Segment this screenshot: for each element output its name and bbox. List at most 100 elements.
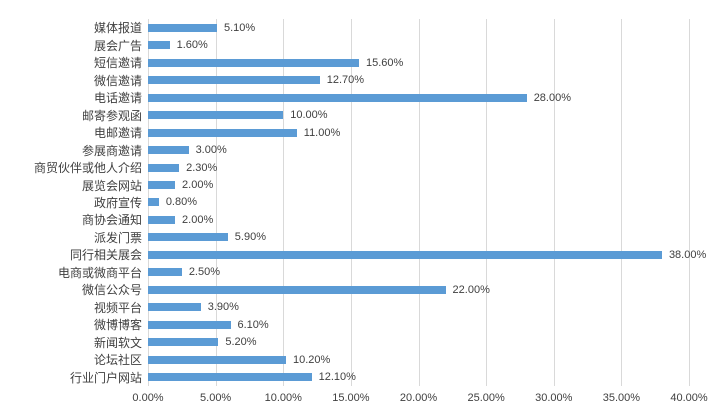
chart-row: 邮寄参观函 10.00% xyxy=(82,106,689,123)
bar xyxy=(148,76,320,85)
bar xyxy=(148,93,527,102)
x-tick-label: 5.00% xyxy=(200,392,232,404)
chart-row: 新闻软文 5.20% xyxy=(94,334,689,351)
value-label: 2.30% xyxy=(186,161,218,174)
category-label: 新闻软文 xyxy=(93,335,142,350)
bar xyxy=(148,285,446,294)
chart-row: 电话邀请 28.00% xyxy=(94,89,689,106)
value-label: 0.80% xyxy=(165,196,198,209)
bar xyxy=(148,355,286,364)
plot-area: 媒体报道 5.10% 展会广告 1.60% 短信邀请 15.60% 微信邀请 12.70% 电话… xyxy=(34,19,706,386)
bar xyxy=(148,58,359,67)
category-label: 行业门户网站 xyxy=(69,370,142,385)
chart-row: 行业门户网站 12.10% xyxy=(70,369,689,386)
chart-row: 电邮邀请 11.00% xyxy=(94,124,689,141)
bar xyxy=(148,250,662,259)
bar xyxy=(148,198,159,207)
value-label: 5.10% xyxy=(223,21,256,34)
chart-row: 派发门票 5.90% xyxy=(94,229,689,246)
category-label: 微信邀请 xyxy=(93,73,142,88)
value-label: 2.00% xyxy=(182,213,214,226)
value-label: 1.60% xyxy=(176,39,208,52)
chart-row: 媒体报道 5.10% xyxy=(94,19,689,36)
chart-row: 同行相关展会 38.00% xyxy=(70,246,706,263)
category-label: 电话邀请 xyxy=(93,91,142,106)
value-label: 3.90% xyxy=(207,301,239,314)
value-label: 11.00% xyxy=(303,126,341,139)
category-label: 参展商邀请 xyxy=(81,143,142,158)
category-label: 商贸伙伴或他人介绍 xyxy=(33,161,142,176)
bar xyxy=(148,268,182,277)
value-label: 12.10% xyxy=(318,371,356,384)
value-label: 10.00% xyxy=(290,109,328,122)
x-tick-label: 0.00% xyxy=(132,392,164,404)
bar xyxy=(148,128,297,137)
bar xyxy=(148,146,189,155)
value-label: 5.90% xyxy=(234,231,266,244)
category-label: 微博博客 xyxy=(93,318,142,333)
bar xyxy=(148,233,228,242)
chart-row: 展会广告 1.60% xyxy=(94,36,689,53)
x-tick-label: 15.00% xyxy=(332,392,370,404)
chart-row: 参展商邀请 3.00% xyxy=(82,141,689,158)
category-label: 论坛社区 xyxy=(93,353,142,368)
chart-row: 政府宣传 0.80% xyxy=(94,194,689,211)
gridline xyxy=(350,19,352,386)
bar xyxy=(148,23,217,32)
chart-row: 短信邀请 15.60% xyxy=(94,54,689,71)
chart-row: 微信公众号 22.00% xyxy=(82,281,689,298)
chart-row: 商贸伙伴或他人介绍 2.30% xyxy=(34,159,689,176)
chart-row: 展览会网站 2.00% xyxy=(82,176,689,193)
bar xyxy=(148,373,312,382)
chart-row: 论坛社区 10.20% xyxy=(94,351,689,368)
gridline xyxy=(283,19,285,386)
bar xyxy=(148,41,170,50)
category-label: 邮寄参观函 xyxy=(81,108,142,123)
x-tick-label: 10.00% xyxy=(264,392,302,404)
category-label: 短信邀请 xyxy=(93,56,142,71)
category-label: 商协会通知 xyxy=(81,213,142,228)
gridline xyxy=(689,19,690,386)
value-label: 12.70% xyxy=(326,74,365,87)
x-tick-label: 25.00% xyxy=(467,392,505,404)
category-label: 展会广告 xyxy=(93,38,142,53)
bar xyxy=(148,111,284,120)
bar xyxy=(148,303,201,312)
category-label: 媒体报道 xyxy=(93,21,142,36)
value-label: 6.10% xyxy=(237,318,269,331)
chart-row: 视频平台 3.90% xyxy=(94,299,689,316)
category-label: 派发门票 xyxy=(93,230,142,245)
value-label: 10.20% xyxy=(292,353,331,366)
chart-row: 微博博客 6.10% xyxy=(94,316,689,333)
chart-row: 电商或微商平台 2.50% xyxy=(58,264,689,281)
value-label: 3.00% xyxy=(195,144,227,157)
value-label: 28.00% xyxy=(533,91,571,104)
chart-row: 商协会通知 2.00% xyxy=(82,211,689,228)
category-label: 展览会网站 xyxy=(81,178,142,193)
gridline xyxy=(553,19,555,386)
gridline xyxy=(486,19,488,386)
bar xyxy=(148,338,219,347)
value-label: 15.60% xyxy=(365,56,404,69)
bar xyxy=(148,163,180,172)
value-label: 38.00% xyxy=(668,248,707,261)
chart-row: 微信邀请 12.70% xyxy=(94,71,689,88)
gridline xyxy=(621,19,623,386)
category-label: 同行相关展会 xyxy=(69,248,142,263)
gridline xyxy=(215,19,217,386)
bar xyxy=(148,215,176,224)
x-tick-label: 30.00% xyxy=(535,392,573,404)
bar xyxy=(148,320,231,329)
category-label: 电邮邀请 xyxy=(93,126,142,141)
x-axis: 0.00% 5.00% 10.00% 15.00% 20.00% 25.00% 30.00%… xyxy=(132,392,707,408)
bar xyxy=(148,181,176,190)
x-tick-label: 20.00% xyxy=(399,392,438,404)
gridline xyxy=(418,19,420,386)
value-label: 22.00% xyxy=(452,283,490,296)
x-tick-label: 35.00% xyxy=(602,392,641,404)
value-label: 2.50% xyxy=(188,266,221,279)
x-tick-label: 40.00% xyxy=(670,392,708,404)
category-label: 微信公众号 xyxy=(81,283,142,298)
category-label: 电商或微商平台 xyxy=(57,265,142,280)
